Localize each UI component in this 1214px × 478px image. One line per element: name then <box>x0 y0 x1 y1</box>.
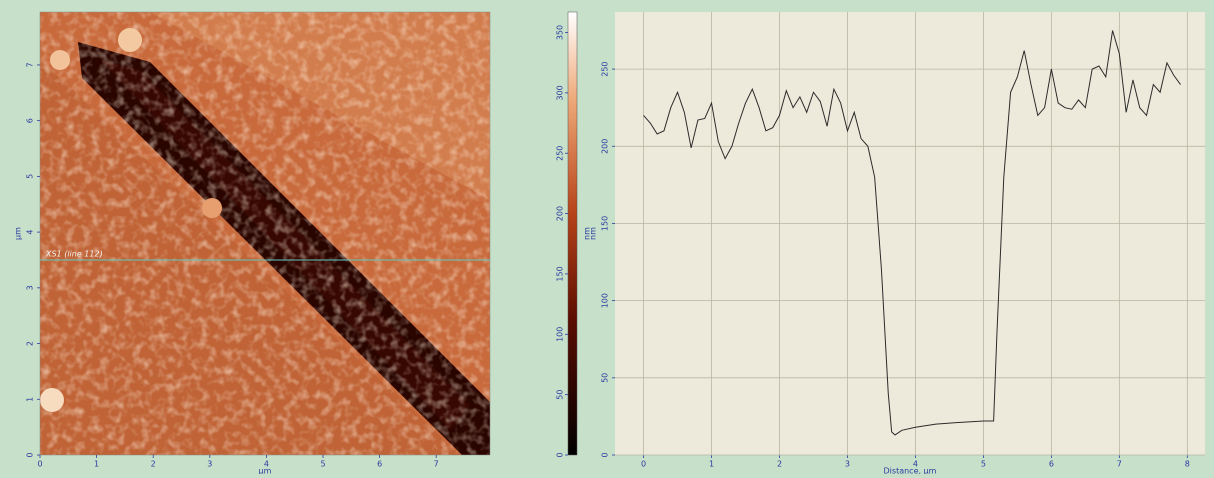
scan-line-label: XS1 (line 112) <box>45 249 103 258</box>
y-tick-label: 50 <box>556 390 565 400</box>
y-tick-label: 0 <box>601 452 610 457</box>
x-tick-label: 2 <box>777 460 782 469</box>
y-tick-label: 6 <box>26 118 35 123</box>
x-tick-label: 1 <box>94 460 99 469</box>
x-axis-label: Distance, µm <box>884 467 937 475</box>
x-tick-label: 2 <box>151 460 156 469</box>
y-tick-label: 200 <box>556 206 565 221</box>
y-tick-label: 100 <box>601 293 610 308</box>
x-tick-label: 0 <box>37 460 42 469</box>
y-tick-label: 5 <box>26 174 35 179</box>
image-frame <box>39 11 491 456</box>
y-axis-label: µm <box>14 227 23 240</box>
x-tick-label: 4 <box>913 460 918 469</box>
y-tick-label: 4 <box>26 230 35 235</box>
colorbar <box>567 11 578 456</box>
y-tick-label: 200 <box>601 139 610 154</box>
y-tick-label: 2 <box>26 341 35 346</box>
y-tick-label: 150 <box>601 216 610 231</box>
plot-area <box>615 12 1205 455</box>
x-tick-label: 3 <box>207 460 212 469</box>
x-tick-label: 6 <box>1049 460 1054 469</box>
y-tick-label: 0 <box>556 452 565 457</box>
y-tick-label: 150 <box>556 266 565 281</box>
y-tick-label: 1 <box>26 397 35 402</box>
x-tick-label: 7 <box>1117 460 1122 469</box>
x-tick-label: 4 <box>264 460 269 469</box>
profile-line <box>643 30 1181 436</box>
y-tick-label: 0 <box>26 452 35 457</box>
y-tick-label: 350 <box>556 25 565 40</box>
y-tick-label: 50 <box>601 373 610 383</box>
y-tick-label: 300 <box>556 85 565 100</box>
y-axis-label: nm <box>583 227 592 240</box>
x-tick-label: 6 <box>377 460 382 469</box>
y-tick-label: 3 <box>26 285 35 290</box>
y-tick-label: 100 <box>556 327 565 342</box>
afm-image <box>40 12 490 455</box>
x-axis-label: µm <box>259 467 272 475</box>
x-tick-label: 1 <box>709 460 714 469</box>
x-tick-label: 3 <box>845 460 850 469</box>
x-tick-label: 0 <box>641 460 646 469</box>
x-tick-label: 5 <box>981 460 986 469</box>
y-tick-label: 7 <box>26 62 35 67</box>
x-tick-label: 8 <box>1185 460 1190 469</box>
y-axis-label: nm <box>589 227 598 240</box>
y-tick-label: 250 <box>556 146 565 161</box>
x-tick-label: 7 <box>434 460 439 469</box>
x-tick-label: 5 <box>320 460 325 469</box>
y-tick-label: 250 <box>601 61 610 76</box>
